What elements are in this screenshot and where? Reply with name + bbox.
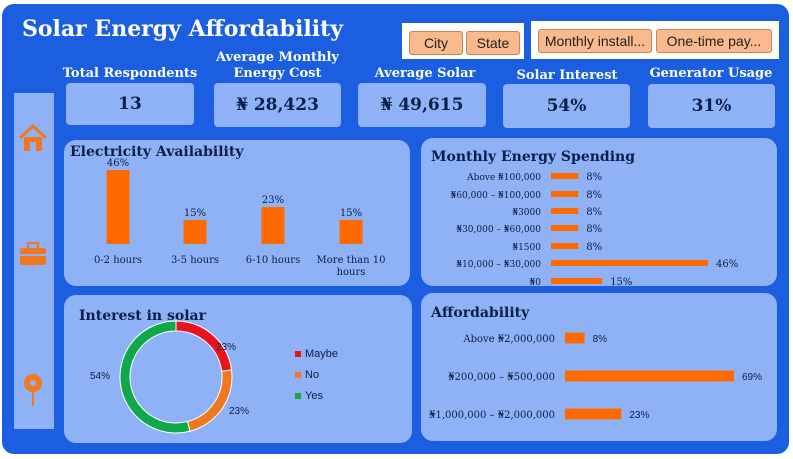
affordability-data-label: 69% bbox=[742, 372, 762, 383]
briefcase-icon[interactable] bbox=[18, 241, 48, 267]
spending-category-label: ₦60,000 – ₦100,000 bbox=[451, 191, 542, 201]
affordability-bar bbox=[565, 370, 734, 382]
kpi-value-solar-interest: 54% bbox=[503, 84, 630, 128]
spending-bar bbox=[551, 278, 603, 284]
spending-bar bbox=[551, 260, 708, 266]
spending-data-label: 8% bbox=[586, 242, 602, 253]
electricity-title: Electricity Availability bbox=[70, 144, 244, 160]
map-pin-icon[interactable] bbox=[20, 372, 46, 408]
spending-bar bbox=[551, 243, 579, 249]
dashboard-title: Solar Energy Affordability bbox=[22, 16, 344, 42]
state-slicer-button[interactable]: State bbox=[466, 31, 520, 55]
spending-data-label: 8% bbox=[586, 190, 602, 201]
spending-category-label: ₦3000 bbox=[512, 208, 541, 218]
interest-slice bbox=[119, 320, 191, 434]
electricity-category-label: 3-5 hours bbox=[171, 255, 219, 266]
interest-title: Interest in solar bbox=[79, 308, 206, 324]
electricity-category-label: More than 10 bbox=[317, 255, 386, 266]
spending-data-label: 8% bbox=[586, 207, 602, 218]
electricity-data-label: 15% bbox=[184, 208, 206, 219]
spending-chart: Above ₦100,000 8% ₦60,000 – ₦100,000 8% ₦300… bbox=[451, 172, 739, 286]
spending-category-label: ₦1500 bbox=[512, 243, 541, 253]
city-slicer-button[interactable]: City bbox=[409, 31, 463, 55]
electricity-data-label: 46% bbox=[107, 158, 129, 169]
spending-category-label: ₦0 bbox=[530, 278, 542, 286]
affordability-category-label: Above ₦2,000,000 bbox=[462, 334, 555, 345]
legend-swatch bbox=[295, 393, 301, 399]
affordability-bar bbox=[565, 408, 622, 420]
electricity-category-label: hours bbox=[337, 267, 366, 278]
interest-data-label: 23% bbox=[229, 406, 249, 417]
affordability-data-label: 8% bbox=[593, 334, 608, 345]
legend-swatch bbox=[295, 351, 301, 357]
spending-category-label: ₦30,000 – ₦60,000 bbox=[456, 225, 541, 235]
monthly-install-slicer-button[interactable]: Monthly install... bbox=[538, 29, 652, 53]
kpi-value-total-respondents: 13 bbox=[66, 83, 194, 125]
spending-data-label: 8% bbox=[586, 172, 602, 183]
spending-data-label: 8% bbox=[586, 224, 602, 235]
electricity-bar bbox=[183, 219, 207, 244]
spending-bar bbox=[551, 208, 579, 214]
spending-category-label: ₦10,000 – ₦30,000 bbox=[456, 260, 541, 270]
legend-label: Yes bbox=[305, 390, 323, 402]
kpi-label-generator-usage: Generator Usage bbox=[649, 66, 773, 81]
electricity-bar bbox=[339, 219, 363, 244]
spending-title: Monthly Energy Spending bbox=[431, 149, 635, 165]
one-time-pay-slicer-button[interactable]: One-time pay... bbox=[656, 29, 772, 53]
home-icon[interactable] bbox=[17, 123, 49, 153]
interest-data-label: 23% bbox=[216, 342, 236, 353]
spending-category-label: Above ₦100,000 bbox=[466, 173, 541, 183]
affordability-category-label: ₦200,000 – ₦500,000 bbox=[448, 372, 555, 383]
electricity-chart: 46% 0-2 hours 15% 3-5 hours 23% 6-10 hours 15%… bbox=[94, 158, 386, 278]
kpi-label-avg-monthly-cost: Average Monthly Energy Cost bbox=[215, 50, 339, 81]
interest-chart: 23% 23% 54% Maybe No Yes bbox=[90, 320, 338, 434]
legend-label: No bbox=[305, 369, 319, 381]
kpi-value-generator-usage: 31% bbox=[648, 84, 775, 128]
spending-bar bbox=[551, 191, 579, 197]
electricity-bar bbox=[261, 207, 285, 244]
electricity-category-label: 6-10 hours bbox=[246, 255, 300, 266]
legend-label: Maybe bbox=[305, 348, 338, 360]
spending-data-label: 15% bbox=[610, 277, 632, 286]
spending-data-label: 46% bbox=[716, 259, 738, 270]
affordability-category-label: ₦1,000,000 – ₦2,000,000 bbox=[429, 410, 555, 421]
electricity-data-label: 15% bbox=[340, 208, 362, 219]
kpi-value-avg-solar-budget: ₦ 49,615 bbox=[358, 83, 486, 127]
interest-slice bbox=[186, 369, 233, 432]
affordability-title: Affordability bbox=[431, 305, 530, 321]
spending-bar bbox=[551, 225, 579, 231]
affordability-bar bbox=[565, 332, 585, 344]
interest-data-label: 54% bbox=[90, 371, 110, 382]
electricity-data-label: 23% bbox=[262, 195, 284, 206]
affordability-chart: Above ₦2,000,000 8% ₦200,000 – ₦500,000 69%… bbox=[429, 332, 762, 421]
legend-swatch bbox=[295, 372, 301, 378]
electricity-category-label: 0-2 hours bbox=[94, 255, 142, 266]
affordability-data-label: 23% bbox=[629, 410, 649, 421]
kpi-label-total-respondents: Total Respondents bbox=[62, 66, 198, 81]
spending-bar bbox=[551, 173, 579, 179]
electricity-bar bbox=[106, 170, 130, 244]
kpi-value-avg-monthly-cost: ₦ 28,423 bbox=[214, 83, 341, 127]
